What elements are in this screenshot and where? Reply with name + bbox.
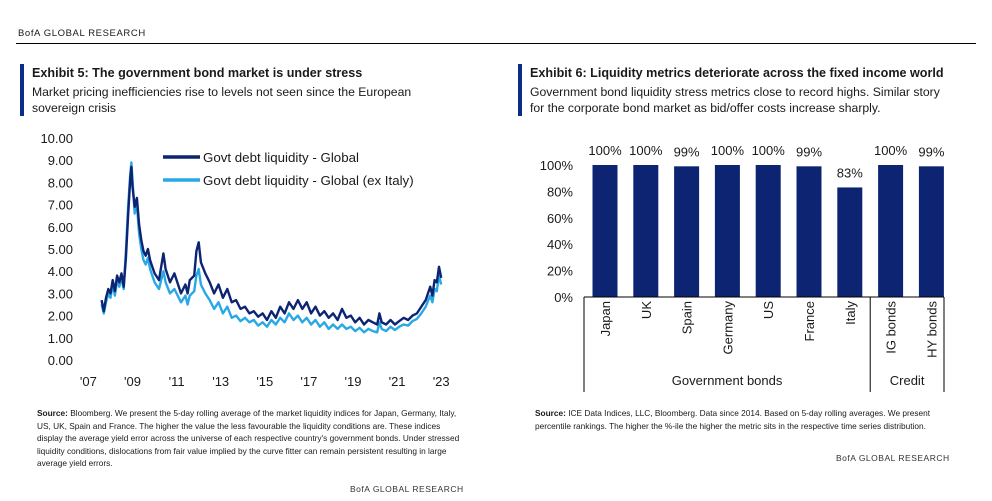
y-tick-label: 0% xyxy=(554,290,573,305)
exhibit-5-subtitle-line-2: sovereign crisis xyxy=(32,101,116,115)
exhibit-6-subtitle-line-2: for the corporate bond market as bid/off… xyxy=(530,101,881,115)
bar-value-label: 100% xyxy=(629,143,663,158)
bar-value-label: 83% xyxy=(837,165,863,180)
exhibit-5-source-label: Source: xyxy=(37,408,68,418)
y-tick-label: 9.00 xyxy=(48,153,73,168)
y-tick-label: 2.00 xyxy=(48,309,73,324)
exhibit-5-source: Source: Bloomberg. We present the 5-day … xyxy=(37,407,467,470)
y-tick-label: 5.00 xyxy=(48,242,73,257)
y-tick-label: 4.00 xyxy=(48,264,73,279)
bar xyxy=(878,165,904,297)
bar xyxy=(755,165,781,297)
series-line-global-ex-italy xyxy=(100,161,443,334)
category-label: Spain xyxy=(680,301,695,334)
y-tick-label: 7.00 xyxy=(48,198,73,213)
exhibit-6-title: Exhibit 6: Liquidity metrics deteriorate… xyxy=(530,66,944,80)
category-label: France xyxy=(802,301,817,341)
category-label: Japan xyxy=(598,301,613,336)
y-tick-label: 1.00 xyxy=(48,331,73,346)
bar-value-label: 100% xyxy=(711,143,745,158)
y-tick-label: 20% xyxy=(547,264,573,279)
bar-value-label: 99% xyxy=(674,144,700,159)
y-tick-label: 80% xyxy=(547,184,573,199)
x-tick-label: '17 xyxy=(300,374,317,389)
exhibit-6-accent-bar xyxy=(518,64,522,116)
exhibit-5-subtitle: Market pricing inefficiencies rise to le… xyxy=(32,84,411,116)
x-tick-label: '19 xyxy=(345,374,362,389)
exhibit-5-title: Exhibit 5: The government bond market is… xyxy=(32,66,363,80)
exhibit-6-subtitle-line-1: Government bond liquidity stress metrics… xyxy=(530,85,940,99)
category-label: US xyxy=(761,301,776,319)
exhibit-6-source-text: ICE Data Indices, LLC, Bloomberg. Data s… xyxy=(535,408,931,431)
bar-value-label: 100% xyxy=(874,143,908,158)
bar xyxy=(796,166,822,297)
bar xyxy=(837,187,863,297)
x-tick-label: '11 xyxy=(169,374,185,389)
group-label: Government bonds xyxy=(672,373,783,388)
exhibit-6-source-label: Source: xyxy=(535,408,566,418)
category-label: IG bonds xyxy=(884,301,899,354)
y-tick-label: 40% xyxy=(547,237,573,252)
exhibit-6-subtitle: Government bond liquidity stress metrics… xyxy=(530,84,940,116)
exhibit-5-source-text: Bloomberg. We present the 5-day rolling … xyxy=(37,408,460,469)
exhibit-6-brand: BofA GLOBAL RESEARCH xyxy=(836,453,950,463)
bar xyxy=(633,165,659,297)
bar xyxy=(918,166,944,297)
series-line-global xyxy=(100,165,443,326)
x-tick-label: '13 xyxy=(212,374,229,389)
y-tick-label: 6.00 xyxy=(48,220,73,235)
y-tick-label: 100% xyxy=(540,158,574,173)
x-tick-label: '23 xyxy=(433,374,450,389)
bar xyxy=(714,165,740,297)
exhibit-5-accent-bar xyxy=(20,64,24,116)
group-label: Credit xyxy=(890,373,925,388)
y-tick-label: 60% xyxy=(547,211,573,226)
y-tick-label: 10.00 xyxy=(40,131,73,146)
exhibit-6-source: Source: ICE Data Indices, LLC, Bloomberg… xyxy=(535,407,965,432)
legend-label: Govt debt liquidity - Global xyxy=(203,150,359,165)
x-tick-label: '21 xyxy=(389,374,406,389)
category-label: HY bonds xyxy=(924,301,939,358)
bar-value-label: 99% xyxy=(918,144,944,159)
y-tick-label: 8.00 xyxy=(48,175,73,190)
category-label: UK xyxy=(639,301,654,319)
y-tick-label: 3.00 xyxy=(48,286,73,301)
bar xyxy=(592,165,618,297)
x-tick-label: '15 xyxy=(256,374,273,389)
x-tick-label: '07 xyxy=(80,374,97,389)
category-label: Germany xyxy=(720,301,735,355)
bar-value-label: 100% xyxy=(752,143,786,158)
exhibit-5-subtitle-line-1: Market pricing inefficiencies rise to le… xyxy=(32,85,412,99)
header-brand: BofA GLOBAL RESEARCH xyxy=(18,28,146,39)
bar xyxy=(674,166,700,297)
exhibit-5-panel: Exhibit 5: The government bond market is… xyxy=(20,64,460,494)
bar-value-label: 99% xyxy=(796,144,822,159)
y-tick-label: 0.00 xyxy=(48,353,73,368)
x-tick-label: '09 xyxy=(124,374,141,389)
header-rule xyxy=(16,43,976,44)
exhibit-5-brand: BofA GLOBAL RESEARCH xyxy=(350,484,464,494)
legend-label: Govt debt liquidity - Global (ex Italy) xyxy=(203,173,414,188)
bar-value-label: 100% xyxy=(588,143,622,158)
exhibit-6-panel: Exhibit 6: Liquidity metrics deteriorate… xyxy=(518,64,968,494)
category-label: Italy xyxy=(843,301,858,325)
